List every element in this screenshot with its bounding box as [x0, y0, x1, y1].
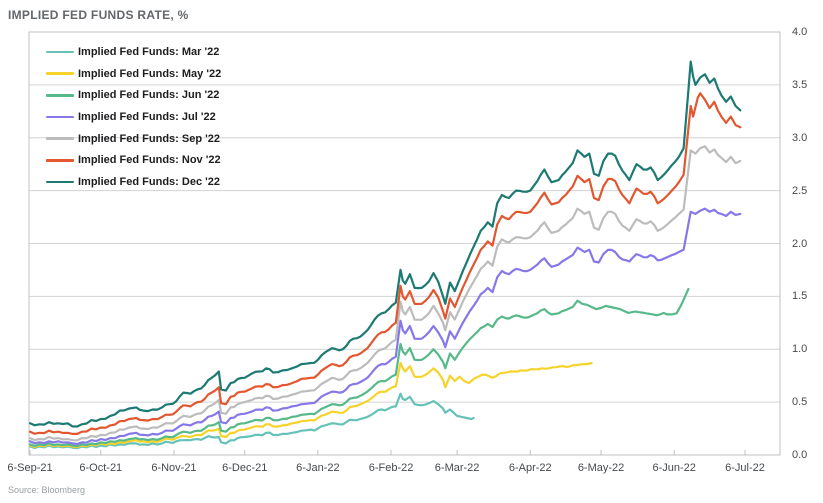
chart-legend: Implied Fed Funds: Mar '22 Implied Fed Fu…: [46, 41, 221, 193]
series-line-4: [28, 145, 742, 442]
series-line-5: [28, 92, 742, 435]
legend-item-1: Implied Fed Funds: May '22: [46, 63, 221, 85]
legend-label: Implied Fed Funds: Jul '22: [78, 110, 216, 123]
y-axis-tick-label: 4.0: [792, 26, 808, 38]
legend-item-2: Implied Fed Funds: Jun '22: [46, 84, 221, 106]
legend-item-3: Implied Fed Funds: Jul '22: [46, 106, 221, 128]
legend-label: Implied Fed Funds: Nov '22: [78, 154, 221, 167]
chart-title: IMPLIED FED FUNDS RATE, %: [8, 8, 189, 22]
series-line-1: [28, 361, 593, 449]
x-axis-tick-label: 6-Jun-22: [652, 462, 696, 474]
legend-label: Implied Fed Funds: Mar '22: [78, 45, 220, 58]
legend-swatch-icon: [46, 115, 74, 119]
y-axis-tick-label: 0.0: [792, 449, 808, 461]
legend-item-5: Implied Fed Funds: Nov '22: [46, 149, 221, 171]
legend-item-4: Implied Fed Funds: Sep '22: [46, 128, 221, 150]
series-line-3: [28, 207, 742, 446]
legend-item-0: Implied Fed Funds: Mar '22: [46, 41, 221, 63]
x-axis-tick-label: 6-Nov-21: [151, 462, 197, 474]
legend-swatch-icon: [46, 93, 74, 97]
y-axis-tick-label: 1.0: [792, 343, 808, 356]
legend-label: Implied Fed Funds: Dec '22: [78, 175, 220, 188]
y-axis-tick-label: 1.5: [792, 290, 808, 303]
legend-swatch-icon: [46, 72, 74, 75]
series-line-2: [28, 287, 690, 448]
x-axis-tick-label: 6-Dec-21: [222, 462, 268, 474]
y-axis-tick-label: 0.5: [792, 396, 808, 409]
y-axis-tick-label: 3.5: [792, 78, 808, 91]
x-axis-tick-label: 6-Mar-22: [434, 462, 480, 474]
x-axis-tick-label: 6-Feb-22: [368, 462, 414, 474]
legend-swatch-icon: [46, 137, 74, 140]
series-line-6: [28, 60, 742, 428]
series-line-0: [28, 392, 475, 450]
x-axis-tick-label: 6-Oct-21: [79, 462, 123, 474]
x-axis-tick-label: 6-Jul-22: [725, 462, 765, 474]
legend-label: Implied Fed Funds: Sep '22: [78, 132, 220, 145]
legend-label: Implied Fed Funds: Jun '22: [78, 89, 220, 102]
plot-border: [28, 31, 781, 456]
legend-swatch-icon: [46, 50, 74, 54]
source-label: Source: Bloomberg: [8, 485, 86, 495]
y-axis-tick-label: 3.0: [792, 131, 808, 144]
x-axis-tick-label: 6-May-22: [577, 462, 625, 474]
legend-item-6: Implied Fed Funds: Dec '22: [46, 171, 221, 193]
x-axis-tick-label: 6-Jan-22: [296, 462, 340, 474]
x-axis-tick-label: 6-Sep-21: [7, 462, 53, 474]
legend-label: Implied Fed Funds: May '22: [78, 67, 222, 80]
y-axis-tick-label: 2.0: [792, 237, 808, 250]
y-axis-tick-label: 2.5: [792, 184, 808, 197]
legend-swatch-icon: [46, 158, 74, 162]
x-axis-tick-label: 6-Apr-22: [508, 462, 552, 474]
legend-swatch-icon: [46, 180, 74, 184]
